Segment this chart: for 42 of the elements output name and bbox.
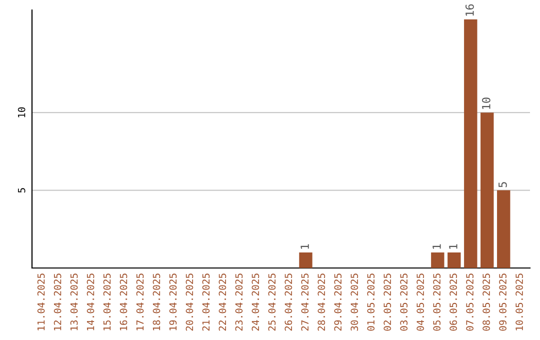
x-tick-label: 25.04.2025 xyxy=(268,274,276,331)
x-tick-label: 23.04.2025 xyxy=(235,274,243,331)
x-tick-label: 01.05.2025 xyxy=(367,274,375,331)
bar xyxy=(448,252,461,268)
data-label: 10 xyxy=(482,98,490,109)
x-tick-label: 03.05.2025 xyxy=(400,274,408,331)
x-tick-label: 29.04.2025 xyxy=(334,274,342,331)
x-tick-label: 18.04.2025 xyxy=(152,274,160,330)
x-tick-label: 09.05.2025 xyxy=(499,274,506,331)
data-label: 1 xyxy=(432,244,441,249)
x-tick-label: 21.04.2025 xyxy=(202,274,210,331)
x-tick-label: 07.05.2025 xyxy=(466,274,474,331)
x-tick-label: 14.04.2025 xyxy=(86,274,94,330)
data-label: 16 xyxy=(465,4,474,16)
x-tick-label: 26.04.2025 xyxy=(284,274,292,331)
x-tick-label: 20.04.2025 xyxy=(186,274,194,331)
data-label: 5 xyxy=(498,182,507,188)
x-tick-label: 22.04.2025 xyxy=(218,274,226,331)
x-tick-label: 08.05.2025 xyxy=(482,274,490,331)
x-tick-label: 24.04.2025 xyxy=(252,274,260,331)
x-tick-label: 15.04.2025 xyxy=(103,274,111,330)
bar xyxy=(464,19,478,268)
x-tick-label: 04.05.2025 xyxy=(416,274,424,331)
data-label: 1 xyxy=(449,244,458,249)
x-tick-label: 02.05.2025 xyxy=(384,274,392,331)
bar xyxy=(480,112,494,268)
bar xyxy=(431,252,444,268)
x-tick-label: 17.04.2025 xyxy=(136,274,144,330)
x-tick-label: 12.04.2025 xyxy=(54,274,62,330)
x-tick-label: 06.05.2025 xyxy=(450,274,457,331)
x-tick-label: 30.04.2025 xyxy=(350,274,358,331)
bar xyxy=(497,190,510,268)
x-tick-label: 16.04.2025 xyxy=(120,274,128,330)
data-label: 1 xyxy=(300,244,309,249)
x-tick-label: 27.04.2025 xyxy=(301,274,309,331)
x-tick-label: 28.04.2025 xyxy=(318,274,326,331)
x-tick-label: 11.04.2025 xyxy=(37,274,45,330)
bar xyxy=(299,252,312,268)
x-tick-label: 10.05.2025 xyxy=(516,274,523,330)
x-tick-label: 05.05.2025 xyxy=(433,274,440,331)
x-tick-label: 13.04.2025 xyxy=(70,274,78,330)
x-tick-label: 19.04.2025 xyxy=(169,274,177,330)
